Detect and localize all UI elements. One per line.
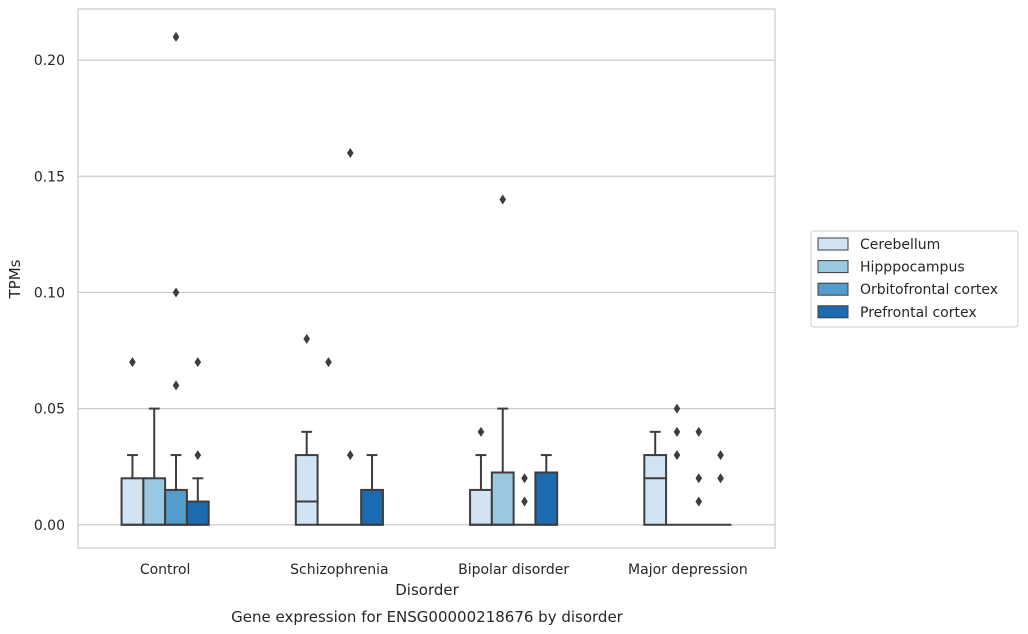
box-group	[469, 426, 493, 526]
box-group	[294, 333, 319, 526]
box-group	[164, 31, 188, 526]
outlier-point	[717, 473, 724, 484]
outlier-point	[346, 148, 354, 159]
box-group	[360, 454, 384, 526]
box	[142, 477, 167, 526]
x-tick-label: Schizophrenia	[290, 562, 388, 578]
box-group	[120, 357, 145, 526]
outlier-point	[129, 357, 136, 368]
y-tick-label: 0.00	[34, 518, 65, 534]
outlier-point	[673, 403, 681, 414]
y-axis-title: TPMs	[6, 259, 24, 299]
outlier-point	[717, 450, 724, 461]
box-group	[666, 403, 688, 526]
y-tick-label: 0.05	[34, 402, 65, 418]
box-group	[339, 148, 362, 526]
x-tick-label: Control	[140, 562, 191, 578]
box-group	[513, 473, 536, 526]
legend-label: Orbitofrontal cortex	[860, 282, 998, 298]
outlier-point	[346, 450, 354, 461]
outlier-point	[499, 194, 507, 205]
plot-frame	[77, 8, 776, 549]
outlier-point	[695, 496, 703, 507]
legend-item: Cerebellum	[817, 237, 940, 253]
outlier-point	[673, 450, 681, 461]
legend-label: Hipppocampus	[860, 260, 965, 276]
legend-swatch	[817, 260, 849, 274]
series-orbitofrontal-cortex	[164, 31, 710, 526]
box-group	[534, 454, 559, 526]
box	[643, 454, 668, 526]
outlier-point	[303, 333, 311, 344]
outlier-point	[172, 380, 180, 391]
box-group	[490, 194, 515, 526]
outlier-point	[477, 426, 485, 437]
outlier-point	[521, 496, 528, 507]
y-tick-label: 0.20	[34, 53, 65, 69]
legend-swatch	[817, 237, 849, 251]
legend-swatch	[817, 305, 849, 319]
box-group	[643, 430, 668, 526]
outlier-point	[172, 287, 180, 298]
legend-label: Prefrontal cortex	[860, 305, 977, 321]
box-group	[687, 426, 710, 526]
legend-label: Cerebellum	[860, 237, 940, 253]
outlier-point	[194, 357, 202, 368]
box-group	[142, 407, 167, 526]
outlier-point	[673, 426, 681, 437]
legend-item: Prefrontal cortex	[817, 305, 977, 321]
series-cerebellum	[120, 333, 668, 526]
legend-swatch	[817, 282, 849, 296]
outlier-point	[194, 450, 202, 461]
chart-caption: Gene expression for ENSG00000218676 by d…	[231, 608, 624, 626]
box	[490, 471, 515, 526]
box-group	[317, 357, 340, 526]
box-group	[185, 357, 210, 526]
x-tick-label: Bipolar disorder	[458, 562, 569, 578]
legend-frame	[810, 230, 1019, 328]
grid-lines	[78, 59, 775, 526]
x-tick-label: Major depression	[628, 562, 748, 578]
series-prefrontal-cortex	[185, 357, 732, 526]
outlier-point	[172, 31, 180, 42]
box	[534, 471, 559, 526]
outlier-point	[325, 357, 332, 368]
x-tick-labels: Control Schizophrenia Bipolar disorder Majo…	[140, 562, 748, 578]
x-axis-title: Disorder	[395, 581, 459, 599]
y-tick-labels: 0.00 0.05 0.10 0.15 0.20	[34, 53, 65, 534]
box-group	[709, 450, 732, 526]
box	[164, 488, 188, 526]
y-tick-label: 0.15	[34, 169, 65, 185]
outlier-point	[695, 426, 703, 437]
outlier-point	[695, 473, 703, 484]
legend-item: Hipppocampus	[817, 260, 965, 276]
legend-item: Orbitofrontal cortex	[817, 282, 998, 298]
box	[185, 500, 210, 526]
series-hipppocampus	[142, 194, 688, 526]
outlier-point	[521, 473, 528, 484]
y-tick-label: 0.10	[34, 285, 65, 301]
box-groups	[120, 31, 732, 526]
box	[360, 488, 384, 526]
box	[294, 454, 319, 526]
box	[120, 477, 145, 526]
box	[469, 488, 493, 526]
legend-items: Cerebellum Hipppocampus Orbitofrontal cort…	[817, 237, 998, 321]
legend: Cerebellum Hipppocampus Orbitofrontal cort…	[810, 230, 1019, 328]
